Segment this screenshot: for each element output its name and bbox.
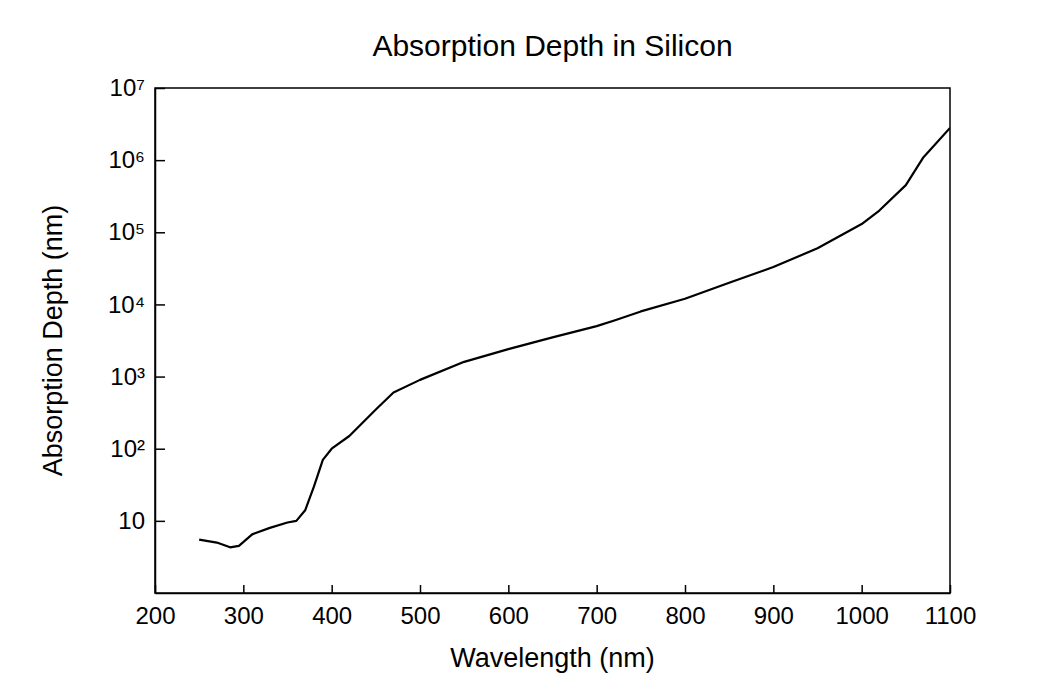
x-tick-mark bbox=[861, 585, 863, 593]
x-tick-label: 500 bbox=[400, 602, 440, 629]
y-tick-label: 10² bbox=[110, 435, 145, 462]
y-tick-label: 10⁶ bbox=[108, 146, 145, 173]
x-tick-label: 600 bbox=[489, 602, 529, 629]
y-tick: 10⁷ bbox=[110, 74, 165, 101]
plot-frame bbox=[155, 88, 950, 593]
x-tick-mark bbox=[331, 585, 333, 593]
x-tick: 1100 bbox=[925, 585, 977, 629]
x-tick-label: 900 bbox=[754, 602, 794, 629]
x-tick-label: 700 bbox=[577, 602, 617, 629]
x-tick-mark bbox=[685, 585, 687, 593]
y-tick-label: 10⁷ bbox=[110, 74, 145, 101]
x-tick-mark bbox=[596, 585, 598, 593]
y-tick: 10⁵ bbox=[108, 218, 165, 245]
x-axis-title: Wavelength (nm) bbox=[450, 643, 655, 673]
y-tick: 10⁴ bbox=[108, 291, 165, 318]
x-tick: 800 bbox=[665, 585, 705, 629]
x-tick-mark bbox=[950, 585, 952, 593]
x-tick-label: 800 bbox=[665, 602, 705, 629]
plot-area bbox=[199, 128, 950, 547]
x-tick: 600 bbox=[489, 585, 529, 629]
x-tick: 700 bbox=[577, 585, 617, 629]
y-tick: 10² bbox=[110, 435, 165, 462]
x-axis: 200 300 400 500 600 700 800 900 1000 1100 bbox=[135, 585, 976, 629]
x-tick: 300 bbox=[224, 585, 264, 629]
x-tick-label: 300 bbox=[224, 602, 264, 629]
x-tick-mark bbox=[508, 585, 510, 593]
x-tick: 1000 bbox=[835, 585, 888, 629]
y-tick-mark bbox=[155, 376, 165, 378]
x-tick-label: 1000 bbox=[835, 602, 888, 629]
y-tick: 10⁶ bbox=[108, 146, 165, 173]
x-tick-label: 200 bbox=[135, 602, 175, 629]
y-axis: 10 10² 10³ 10⁴ 10⁵ 10⁶ 10⁷ bbox=[108, 74, 165, 593]
y-tick: 10³ bbox=[110, 363, 165, 390]
y-axis-title: Absorption Depth (nm) bbox=[38, 205, 68, 477]
y-tick-label: 10³ bbox=[110, 363, 145, 390]
y-tick-label: 10 bbox=[118, 507, 145, 534]
x-tick-label: 400 bbox=[312, 602, 352, 629]
y-tick-mark bbox=[155, 88, 165, 90]
y-tick-mark bbox=[155, 232, 165, 234]
y-tick-mark bbox=[155, 304, 165, 306]
y-tick: 10 bbox=[118, 507, 165, 534]
chart-title: Absorption Depth in Silicon bbox=[372, 29, 732, 62]
y-tick-mark bbox=[155, 521, 165, 523]
y-axis-line bbox=[155, 89, 157, 594]
x-tick: 900 bbox=[754, 585, 794, 629]
y-tick-mark bbox=[155, 448, 165, 450]
x-tick-mark bbox=[420, 585, 422, 593]
x-axis-line bbox=[156, 593, 951, 595]
x-tick: 500 bbox=[400, 585, 440, 629]
x-tick-label: 1100 bbox=[925, 602, 977, 629]
chart: 200 300 400 500 600 700 800 900 1000 1100 10 10² 10³… bbox=[0, 0, 1037, 687]
data-line bbox=[199, 128, 950, 547]
x-tick: 400 bbox=[312, 585, 352, 629]
y-tick-label: 10⁵ bbox=[108, 218, 145, 245]
x-tick-mark bbox=[243, 585, 245, 593]
y-tick-label: 10⁴ bbox=[108, 291, 145, 318]
y-tick-mark bbox=[155, 160, 165, 162]
x-tick-mark bbox=[773, 585, 775, 593]
